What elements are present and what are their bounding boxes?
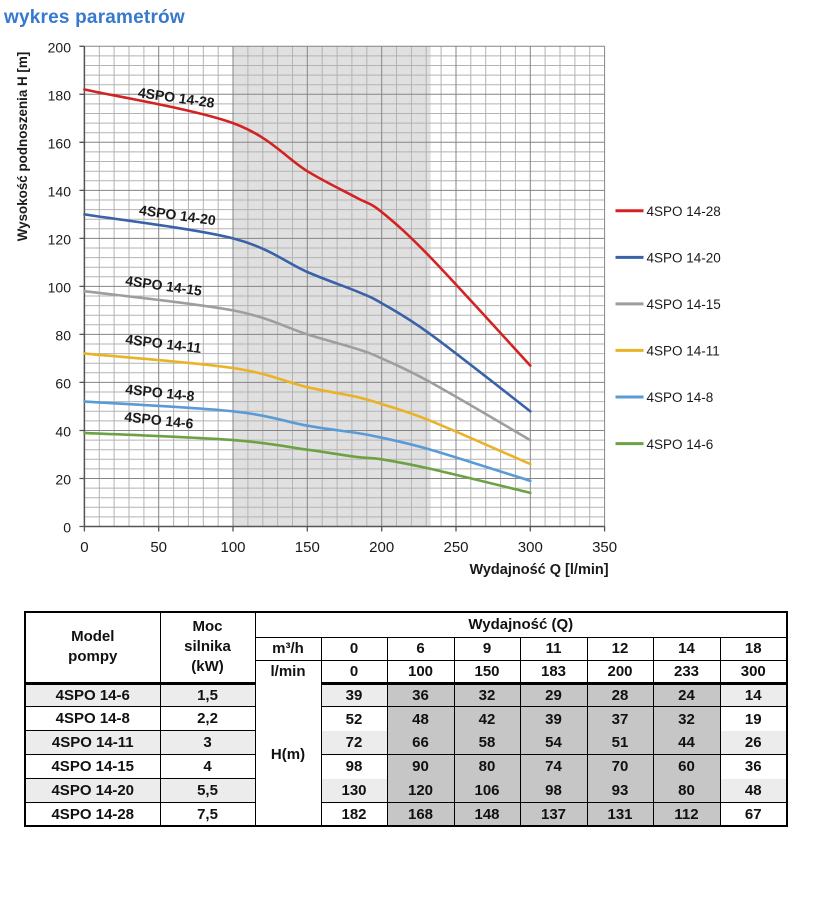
- svg-text:4SPO 14-20: 4SPO 14-20: [647, 251, 721, 266]
- svg-text:Wydajność Q [l/min]: Wydajność Q [l/min]: [469, 562, 608, 578]
- svg-text:4SPO 14-28: 4SPO 14-28: [647, 204, 721, 219]
- svg-text:200: 200: [369, 539, 394, 556]
- svg-text:4SPO 14-15: 4SPO 14-15: [124, 272, 203, 299]
- svg-text:60: 60: [55, 376, 71, 392]
- svg-text:250: 250: [443, 539, 468, 556]
- svg-text:0: 0: [63, 520, 71, 536]
- svg-text:100: 100: [220, 539, 245, 556]
- svg-text:300: 300: [518, 539, 543, 556]
- svg-text:4SPO 14-8: 4SPO 14-8: [647, 390, 714, 405]
- svg-text:4SPO 14-6: 4SPO 14-6: [647, 437, 714, 452]
- svg-text:4SPO 14-6: 4SPO 14-6: [124, 408, 195, 431]
- svg-text:80: 80: [55, 328, 71, 344]
- svg-text:4SPO 14-8: 4SPO 14-8: [125, 381, 196, 404]
- svg-text:100: 100: [48, 280, 72, 296]
- svg-text:Wysokość podnoszenia H [m]: Wysokość podnoszenia H [m]: [15, 52, 30, 241]
- svg-text:40: 40: [55, 424, 71, 440]
- svg-text:120: 120: [48, 232, 72, 248]
- svg-text:160: 160: [48, 136, 72, 152]
- svg-text:0: 0: [80, 539, 88, 556]
- svg-text:4SPO 14-11: 4SPO 14-11: [647, 344, 720, 359]
- svg-text:150: 150: [295, 539, 320, 556]
- svg-text:4SPO 14-28: 4SPO 14-28: [137, 84, 216, 111]
- svg-text:180: 180: [48, 88, 72, 104]
- svg-text:140: 140: [48, 184, 72, 200]
- svg-text:20: 20: [55, 472, 71, 488]
- svg-text:50: 50: [150, 539, 167, 556]
- svg-text:4SPO 14-15: 4SPO 14-15: [647, 297, 721, 312]
- svg-text:350: 350: [592, 539, 617, 556]
- svg-text:200: 200: [48, 40, 72, 56]
